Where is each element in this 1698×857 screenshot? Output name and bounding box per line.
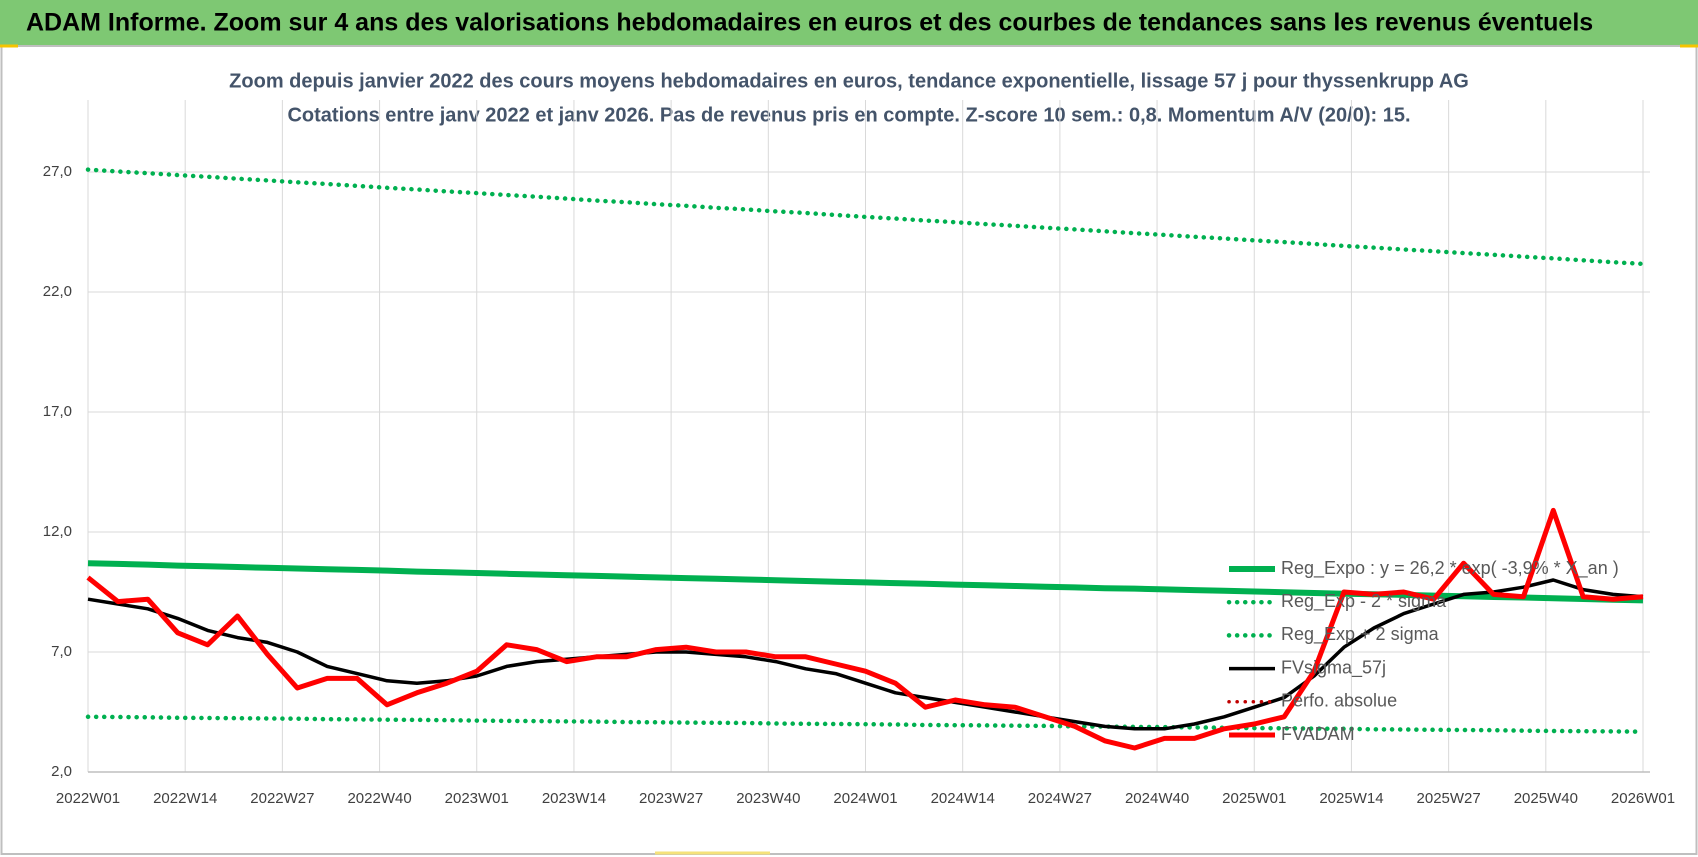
x-tick-label: 2023W40 [736,790,800,807]
x-tick-label: 2024W40 [1125,790,1189,807]
x-tick-label: 2025W40 [1514,790,1578,807]
chart-frame [0,45,1698,855]
x-tick-label: 2025W14 [1319,790,1383,807]
legend-label: Perfo. absolue [1281,691,1397,711]
legend-label: Reg_Exp + 2 sigma [1281,624,1440,645]
x-tick-label: 2023W14 [542,790,606,807]
x-tick-label: 2022W40 [347,790,411,807]
y-tick-label: 22,0 [43,283,72,300]
series-line [87,578,1644,731]
x-tick-label: 2025W27 [1417,790,1481,807]
legend-label: Reg_Exp - 2 * sigma [1281,591,1447,612]
x-tick-label: 2022W14 [153,790,217,807]
legend-label: FVsigma_57j [1281,657,1386,678]
x-tick-label: 2023W27 [639,790,703,807]
x-tick-label: 2024W27 [1028,790,1092,807]
y-tick-label: 2,0 [51,763,72,780]
y-tick-label: 17,0 [43,403,72,420]
x-tick-label: 2024W01 [833,790,897,807]
y-tick-label: 12,0 [43,523,72,540]
chart-title: Zoom depuis janvier 2022 des cours moyen… [229,70,1469,92]
header-title: ADAM Informe. Zoom sur 4 ans des valoris… [26,9,1593,37]
header-bar [0,0,1698,46]
y-tick-label: 7,0 [51,643,72,660]
series-line [86,507,1644,751]
legend-label: FVADAM [1281,724,1355,744]
legend-label: Reg_Expo : y = 26,2 * exp( -3,9% * X_an … [1281,558,1619,579]
series-line [85,167,1646,267]
x-tick-label: 2025W01 [1222,790,1286,807]
chart-subtitle: Cotations entre janv 2022 et janv 2026. … [287,104,1410,126]
x-tick-label: 2022W01 [56,790,120,807]
series-line [85,714,1646,734]
x-tick-label: 2024W14 [931,790,995,807]
x-tick-label: 2026W01 [1611,790,1675,807]
y-tick-label: 27,0 [43,163,72,180]
x-tick-label: 2022W27 [250,790,314,807]
x-tick-label: 2023W01 [445,790,509,807]
